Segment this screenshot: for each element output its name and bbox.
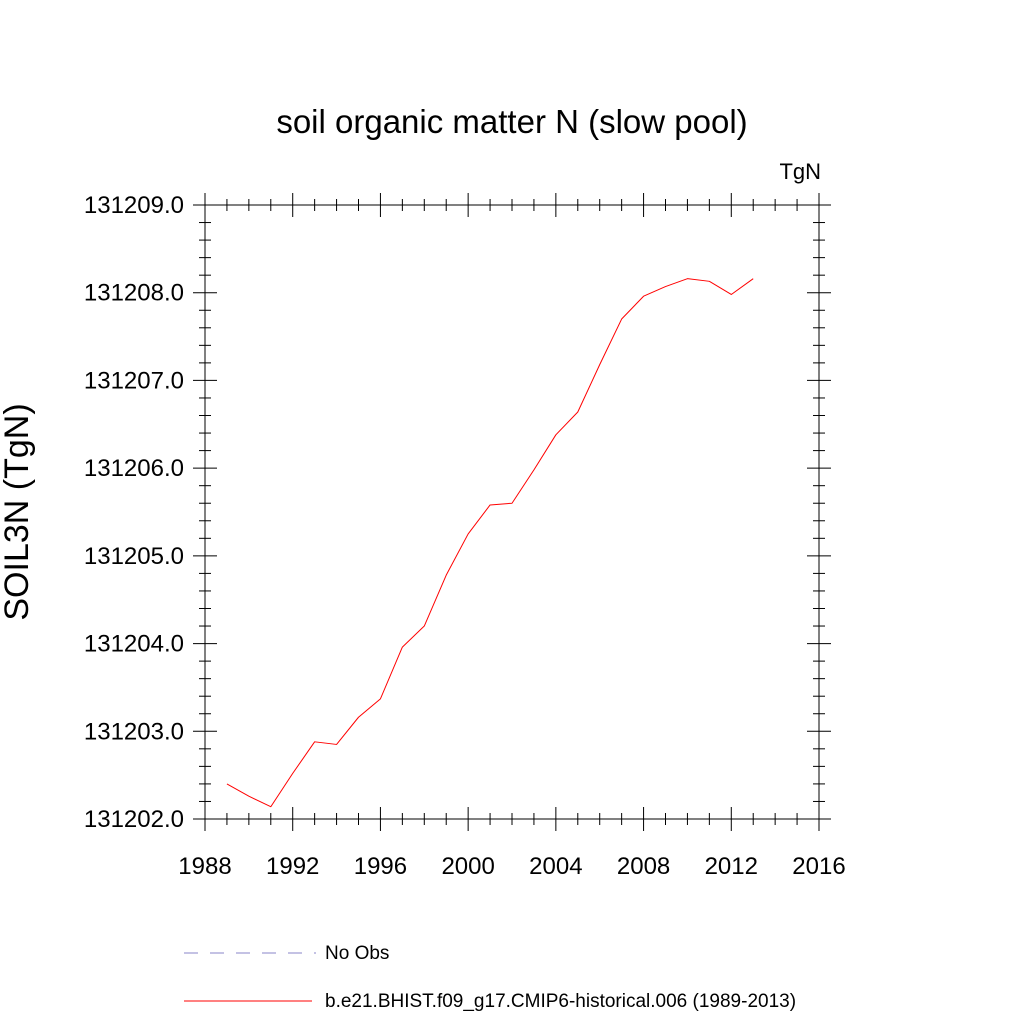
chart-title: soil organic matter N (slow pool) xyxy=(276,103,747,140)
y-tick-label: 131202.0 xyxy=(84,806,184,833)
legend: No Obs b.e21.BHIST.f09_g17.CMIP6-histori… xyxy=(184,943,796,1012)
legend-label-no-obs: No Obs xyxy=(325,943,389,964)
x-tick-label: 1988 xyxy=(178,853,231,880)
x-tick-label: 2008 xyxy=(617,853,670,880)
x-tick-labels: 1988 1992 1996 2000 2004 2008 2012 2016 xyxy=(178,853,845,880)
legend-label-historical: b.e21.BHIST.f09_g17.CMIP6-historical.006… xyxy=(325,991,796,1012)
x-tick-label: 2016 xyxy=(792,853,845,880)
major-ticks xyxy=(193,193,831,831)
y-tick-label: 131208.0 xyxy=(84,280,184,307)
x-tick-label: 2004 xyxy=(529,853,582,880)
series-line-1 xyxy=(226,278,754,808)
y-axis-label: SOIL3N (TgN) xyxy=(0,403,36,620)
plot-border xyxy=(204,204,820,820)
minor-ticks xyxy=(199,199,825,825)
y-tick-label: 131206.0 xyxy=(84,455,184,482)
plot-frame xyxy=(204,204,820,820)
y-tick-label: 131207.0 xyxy=(84,367,184,394)
series-lines xyxy=(226,278,754,808)
units-label: TgN xyxy=(779,159,821,184)
x-tick-label: 1992 xyxy=(266,853,319,880)
x-tick-label: 1996 xyxy=(354,853,407,880)
y-tick-labels: 131202.0 131203.0 131204.0 131205.0 131206.0… xyxy=(84,192,184,833)
y-tick-label: 131204.0 xyxy=(84,631,184,658)
x-tick-label: 2012 xyxy=(705,853,758,880)
y-tick-label: 131203.0 xyxy=(84,718,184,745)
y-tick-label: 131205.0 xyxy=(84,543,184,570)
x-tick-label: 2000 xyxy=(441,853,494,880)
y-tick-label: 131209.0 xyxy=(84,192,184,219)
